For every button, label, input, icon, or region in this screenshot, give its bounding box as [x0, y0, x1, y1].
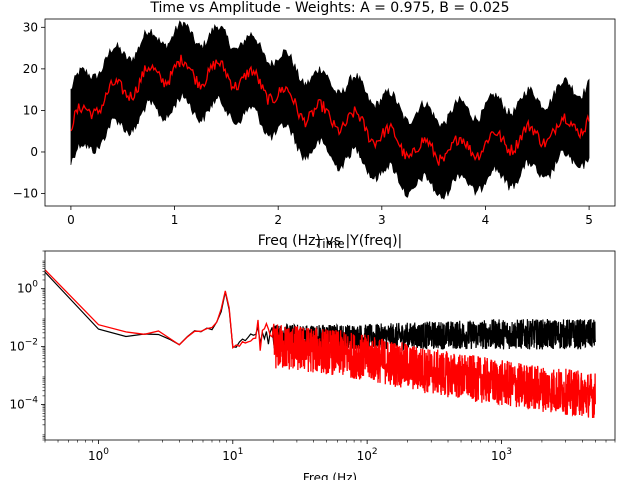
frequency-spectrum-subplot: Freq (Hz) vs |Y(freq)| 100 101 102 103 10−4…: [9, 233, 616, 480]
freq-x-axis-label: Freq (Hz): [303, 471, 357, 480]
freq-plot-title: Freq (Hz) vs |Y(freq)|: [258, 233, 403, 249]
freq-y-tick-label: 10−2: [9, 338, 38, 354]
freq-plot-frame: [44, 250, 616, 441]
time-x-axis-label: Time: [314, 237, 344, 251]
freq-x-tick-label: 103: [491, 447, 512, 463]
time-y-ticks: −10 0 10 20 30: [13, 20, 45, 201]
time-plot-frame: [44, 18, 616, 207]
time-x-tick-label: 3: [378, 213, 386, 227]
freq-y-tick-label: 100: [17, 280, 38, 296]
freq-filtered-spectrum-line: [44, 269, 596, 419]
time-y-tick-label: −10: [13, 187, 38, 201]
time-plot-title: Time vs Amplitude - Weights: A = 0.975, …: [149, 0, 509, 16]
time-x-ticks: 0 1 2 3 4 5: [67, 206, 593, 227]
freq-noise-layer: [44, 271, 596, 352]
freq-x-ticks: 100 101 102 103: [44, 440, 616, 463]
freq-y-tick-label: 10−4: [9, 396, 38, 412]
time-amplitude-subplot: Time vs Amplitude - Weights: A = 0.975, …: [13, 0, 616, 251]
time-filtered-line: [70, 54, 590, 166]
time-y-tick-label: 30: [23, 20, 38, 34]
freq-x-tick-label: 100: [88, 447, 109, 463]
time-y-tick-label: 10: [23, 103, 38, 117]
time-lines-layer: [70, 54, 590, 166]
time-x-tick-label: 4: [482, 213, 490, 227]
time-x-tick-label: 0: [67, 213, 75, 227]
freq-x-tick-label: 101: [222, 447, 243, 463]
freq-x-tick-label: 102: [357, 447, 378, 463]
time-x-tick-label: 1: [171, 213, 179, 227]
time-x-tick-label: 5: [585, 213, 593, 227]
time-signal-band: [70, 20, 590, 200]
freq-y-ticks: 10−4 10−2 100: [9, 250, 45, 441]
time-signal-band-series: [70, 20, 590, 200]
freq-raw-spectrum-line: [44, 271, 596, 352]
freq-lines-layer: [44, 269, 596, 419]
time-y-tick-label: 20: [23, 62, 38, 76]
time-x-tick-label: 2: [274, 213, 282, 227]
time-y-tick-label: 0: [30, 145, 38, 159]
